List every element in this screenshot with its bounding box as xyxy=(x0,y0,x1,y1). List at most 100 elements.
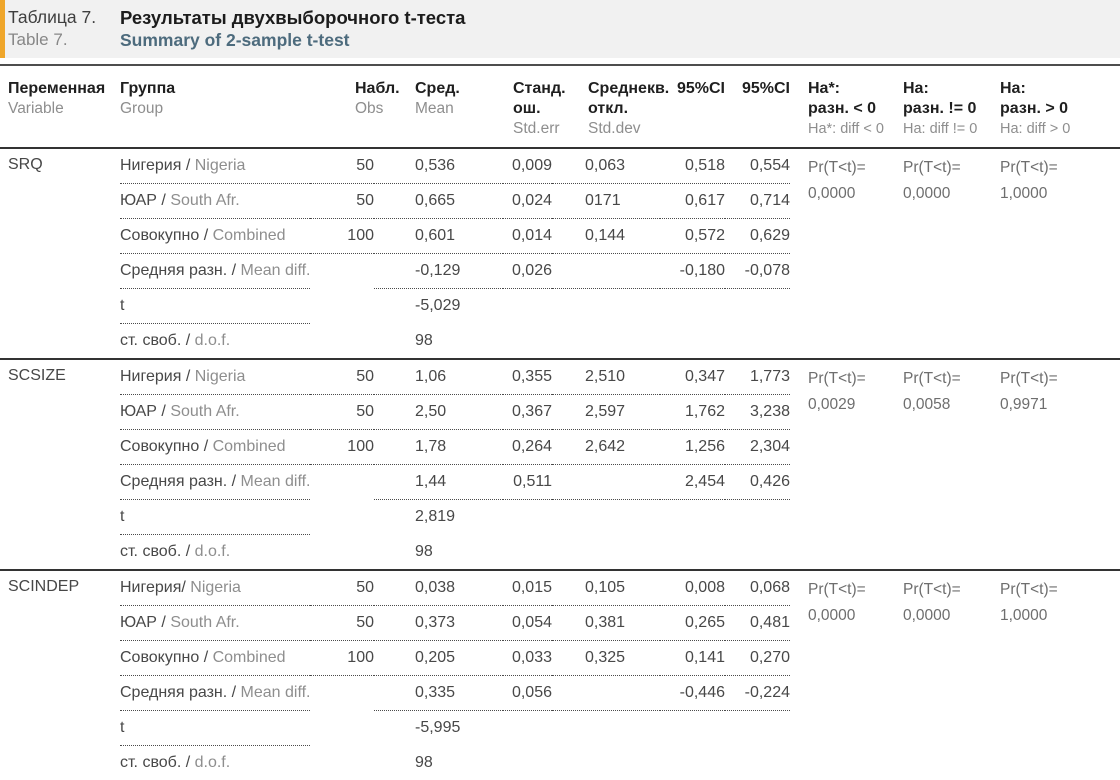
ci-high-cell: 0,714 xyxy=(725,184,790,219)
accent-bar xyxy=(0,0,5,58)
table-title-ru: Результаты двухвыборочного t-теста xyxy=(120,7,1120,29)
obs-cell: 50 xyxy=(310,570,374,606)
table-label-ru: Таблица 7. xyxy=(8,7,120,29)
group-cell: Совокупно / Combined xyxy=(120,430,310,465)
ha-gt-cell: Pr(T<t)= 1,0000 xyxy=(997,570,1120,780)
mean-cell: 0,038 xyxy=(374,570,503,606)
col-header-obs: Набл. Obs xyxy=(310,66,374,148)
stddev-cell: 2,642 xyxy=(552,430,660,465)
table-label-en: Table 7. xyxy=(8,30,120,51)
group-cell: t xyxy=(120,289,310,324)
variable-cell: SCSIZE xyxy=(0,359,120,570)
variable-cell: SCINDEP xyxy=(0,570,120,780)
col-header-ha-ne: Ha: разн. != 0 Ha: diff != 0 xyxy=(900,66,997,148)
mean-cell: 98 xyxy=(374,746,503,780)
mean-cell: 98 xyxy=(374,535,503,571)
stderr-cell: 0,015 xyxy=(503,570,552,606)
stddev-cell: 0,325 xyxy=(552,641,660,676)
stddev-cell xyxy=(552,254,660,289)
group-cell: Средняя разн. / Mean diff. xyxy=(120,465,310,500)
ci-low-cell: 0,572 xyxy=(660,219,725,254)
mean-cell: 2,819 xyxy=(374,500,503,535)
stderr-cell: 0,009 xyxy=(503,148,552,184)
ci-low-cell: 1,256 xyxy=(660,430,725,465)
obs-cell xyxy=(310,289,374,324)
ha-gt-cell: Pr(T<t)= 0,9971 xyxy=(997,359,1120,570)
stddev-cell: 2,510 xyxy=(552,359,660,395)
col-header-ci-high: 95%CI xyxy=(725,66,790,148)
stderr-cell: 0,367 xyxy=(503,395,552,430)
mean-cell: 1,78 xyxy=(374,430,503,465)
ci-high-cell: 2,304 xyxy=(725,430,790,465)
ci-high-cell: 0,481 xyxy=(725,606,790,641)
obs-cell: 100 xyxy=(310,430,374,465)
obs-cell xyxy=(310,535,374,571)
ci-low-cell: 0,518 xyxy=(660,148,725,184)
obs-cell xyxy=(310,711,374,746)
ha-lt-cell: Pr(T<t)= 0,0029 xyxy=(790,359,900,570)
ci-low-cell: 2,454 xyxy=(660,465,725,500)
stddev-cell xyxy=(552,676,660,711)
group-cell: t xyxy=(120,500,310,535)
ci-low-cell: -0,446 xyxy=(660,676,725,711)
group-cell: Совокупно / Combined xyxy=(120,641,310,676)
header-row: Переменная Variable Группа Group Набл. O… xyxy=(0,66,1120,148)
col-header-ha-gt: Ha: разн. > 0 Ha: diff > 0 xyxy=(997,66,1120,148)
ci-high-cell: 0,068 xyxy=(725,570,790,606)
ha-lt-cell: Pr(T<t)= 0,0000 xyxy=(790,570,900,780)
table-title-en: Summary of 2-sample t-test xyxy=(120,30,1120,51)
group-cell: ст. своб. / d.o.f. xyxy=(120,535,310,571)
mean-cell: 0,205 xyxy=(374,641,503,676)
variable-cell: SRQ xyxy=(0,148,120,359)
ci-high-cell: -0,224 xyxy=(725,676,790,711)
mean-cell: 0,373 xyxy=(374,606,503,641)
mean-cell: 0,665 xyxy=(374,184,503,219)
obs-cell: 50 xyxy=(310,148,374,184)
table-row: SCSIZE Нигерия / Nigeria 50 1,06 0,355 2… xyxy=(0,359,1120,395)
group-cell: Средняя разн. / Mean diff. xyxy=(120,676,310,711)
group-cell: ст. своб. / d.o.f. xyxy=(120,324,310,360)
obs-cell xyxy=(310,676,374,711)
ci-low-cell: 0,008 xyxy=(660,570,725,606)
stderr-cell: 0,511 xyxy=(503,465,552,500)
mean-cell: 1,06 xyxy=(374,359,503,395)
stderr-cell: 0,054 xyxy=(503,606,552,641)
ci-low-cell: 0,265 xyxy=(660,606,725,641)
ci-low-cell: 0,141 xyxy=(660,641,725,676)
stderr-cell: 0,014 xyxy=(503,219,552,254)
obs-cell: 50 xyxy=(310,359,374,395)
stderr-cell: 0,033 xyxy=(503,641,552,676)
obs-cell xyxy=(310,500,374,535)
col-header-stddev: Среднекв. откл. Std.dev xyxy=(552,66,660,148)
stderr-cell: 0,026 xyxy=(503,254,552,289)
ci-low-cell: -0,180 xyxy=(660,254,725,289)
stddev-cell: 0171 xyxy=(552,184,660,219)
table-row: SRQ Нигерия / Nigeria 50 0,536 0,009 0,0… xyxy=(0,148,1120,184)
group-cell: ЮАР / South Afr. xyxy=(120,395,310,430)
obs-cell: 50 xyxy=(310,606,374,641)
stderr-cell: 0,355 xyxy=(503,359,552,395)
ha-ne-cell: Pr(T<t)= 0,0000 xyxy=(900,148,997,359)
col-header-stderr: Станд. ош. Std.err xyxy=(503,66,552,148)
col-header-group: Группа Group xyxy=(120,66,310,148)
stderr-cell: 0,264 xyxy=(503,430,552,465)
col-header-ha-lt: Ha*: разн. < 0 Ha*: diff < 0 xyxy=(790,66,900,148)
ha-gt-cell: Pr(T<t)= 1,0000 xyxy=(997,148,1120,359)
obs-cell: 100 xyxy=(310,641,374,676)
stddev-cell: 0,105 xyxy=(552,570,660,606)
mean-cell: -5,995 xyxy=(374,711,503,746)
ci-low-cell: 1,762 xyxy=(660,395,725,430)
col-header-mean: Сред. Mean xyxy=(374,66,503,148)
mean-cell: 0,601 xyxy=(374,219,503,254)
ci-high-cell: 0,629 xyxy=(725,219,790,254)
table-row: SCINDEP Нигерия/ Nigeria 50 0,038 0,015 … xyxy=(0,570,1120,606)
ha-lt-cell: Pr(T<t)= 0,0000 xyxy=(790,148,900,359)
mean-cell: 0,335 xyxy=(374,676,503,711)
obs-cell xyxy=(310,746,374,780)
group-cell: Нигерия/ Nigeria xyxy=(120,570,310,606)
group-cell: Нигерия / Nigeria xyxy=(120,148,310,184)
group-cell: ЮАР / South Afr. xyxy=(120,606,310,641)
ci-high-cell: -0,078 xyxy=(725,254,790,289)
group-cell: Средняя разн. / Mean diff. xyxy=(120,254,310,289)
col-header-ci-low: 95%CI xyxy=(660,66,725,148)
